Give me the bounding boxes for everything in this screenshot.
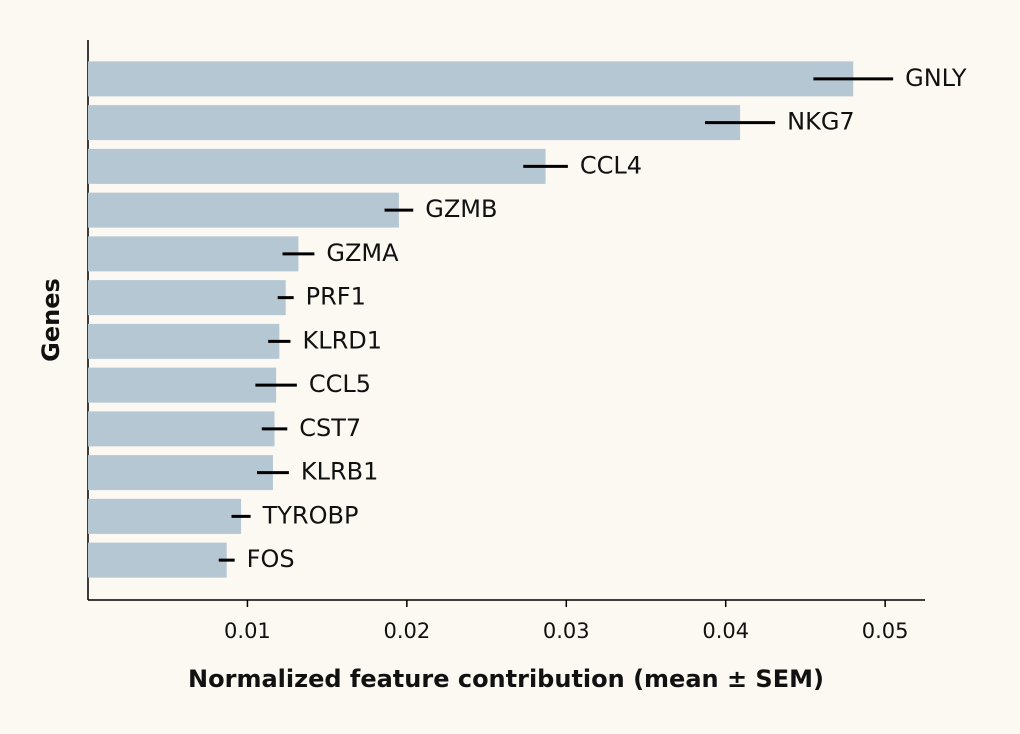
bar — [88, 61, 854, 97]
x-tick-label: 0.04 — [702, 619, 749, 643]
y-axis-label: Genes — [37, 278, 65, 362]
bar — [88, 192, 399, 228]
bar-label: FOS — [247, 545, 295, 573]
x-axis-label: Normalized feature contribution (mean ± … — [188, 665, 824, 693]
x-tick-label: 0.05 — [862, 619, 909, 643]
bar-label: GZMA — [326, 239, 399, 267]
bar-label: KLRD1 — [302, 326, 382, 354]
bar-label: CCL5 — [309, 370, 371, 398]
bar — [88, 236, 299, 272]
bar-label: KLRB1 — [301, 458, 379, 486]
bar-label: NKG7 — [787, 108, 855, 136]
bar — [88, 411, 275, 447]
x-tick-label: 0.01 — [224, 619, 271, 643]
bar — [88, 542, 227, 578]
bar — [88, 148, 546, 184]
bar-label: CCL4 — [580, 151, 642, 179]
bar-label: TYROBP — [262, 501, 359, 529]
bar — [88, 367, 277, 403]
x-tick-label: 0.03 — [543, 619, 590, 643]
bar-label: GZMB — [425, 195, 497, 223]
bar — [88, 105, 741, 141]
bar — [88, 498, 242, 534]
bar-label: PRF1 — [306, 283, 366, 311]
bar-label: GNLY — [905, 64, 967, 92]
bar — [88, 323, 280, 359]
bar — [88, 455, 273, 491]
bar-label: CST7 — [299, 414, 361, 442]
x-tick-label: 0.02 — [383, 619, 430, 643]
bar — [88, 280, 286, 316]
